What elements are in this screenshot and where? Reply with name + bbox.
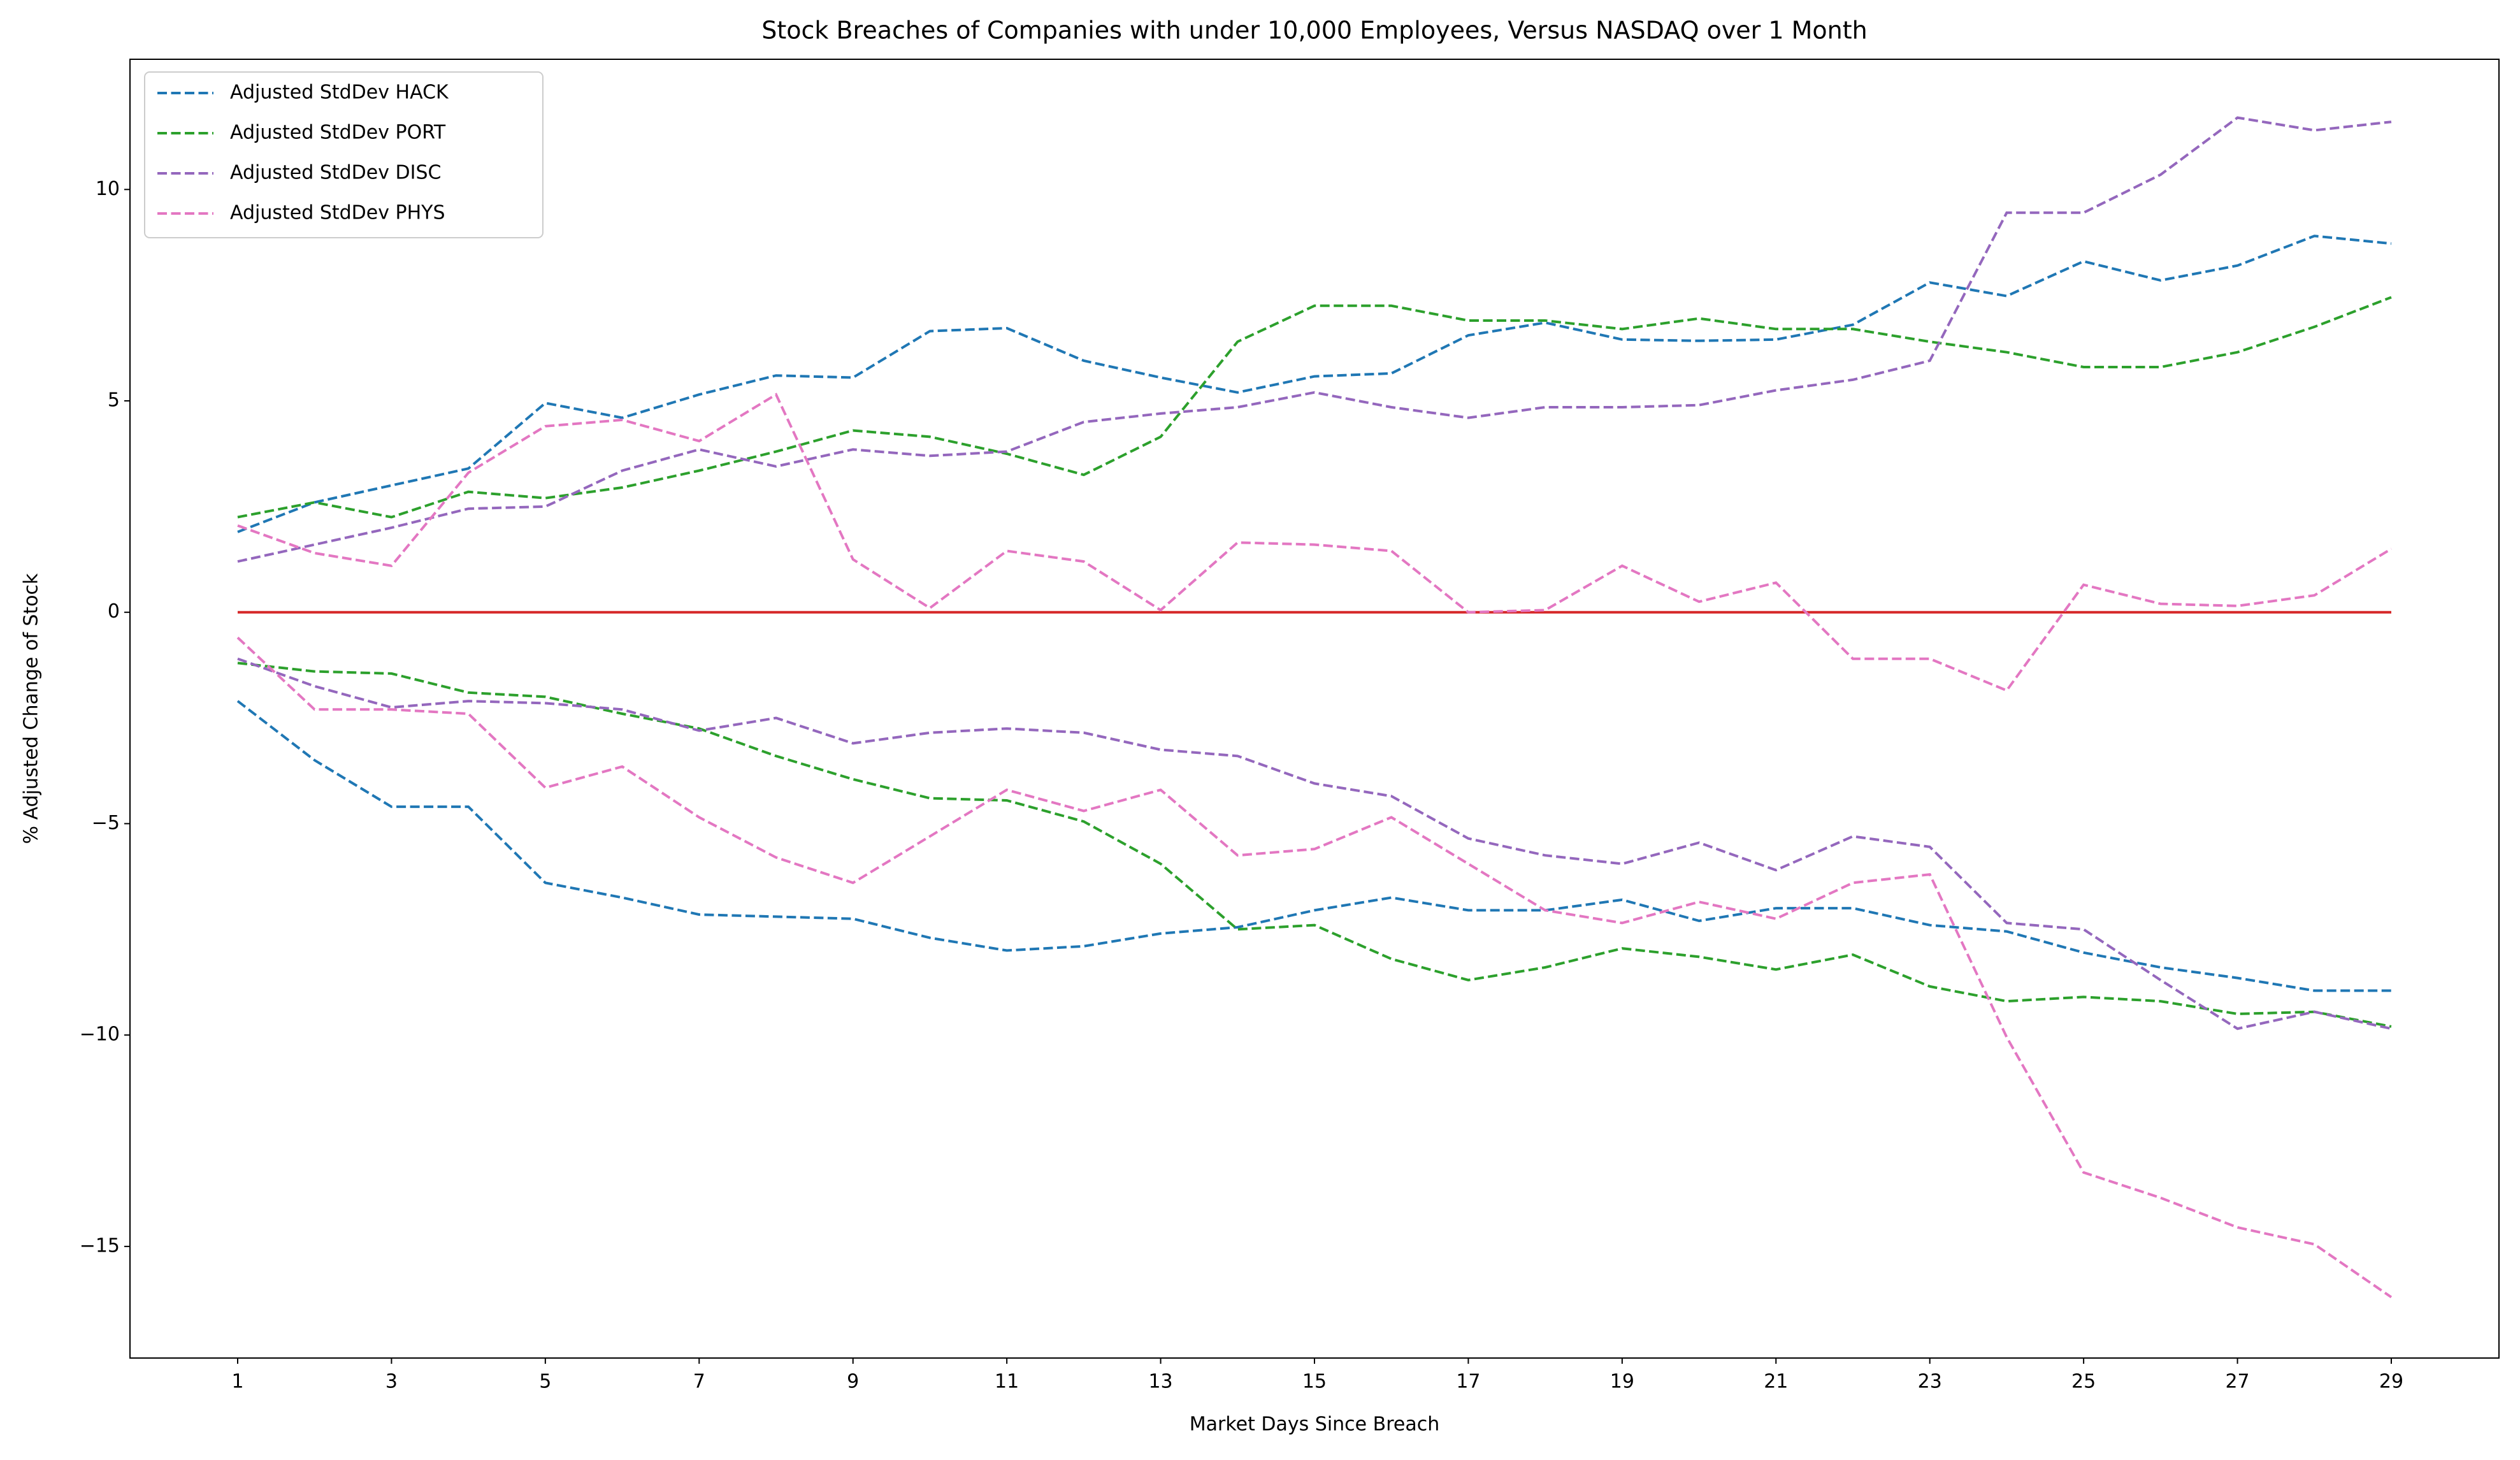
x-tick-label: 7: [693, 1371, 705, 1393]
x-tick-label: 27: [2225, 1371, 2249, 1393]
series-line: [237, 661, 2392, 1028]
y-axis-label: % Adjusted Change of Stock: [20, 573, 43, 844]
x-tick-label: 25: [2071, 1371, 2096, 1393]
y-tick-label: 5: [108, 389, 120, 412]
y-tick-label: −5: [92, 812, 120, 834]
series-line: [237, 116, 2392, 563]
series-line: [237, 393, 2393, 692]
x-tick-label: 17: [1456, 1371, 1480, 1393]
x-tick-label: 13: [1148, 1371, 1172, 1393]
plot-frame: [129, 59, 2500, 1359]
series-line: [237, 296, 2392, 519]
x-tick-label: 15: [1302, 1371, 1327, 1393]
x-tick-label: 23: [1918, 1371, 1942, 1393]
x-tick-label: 3: [385, 1371, 398, 1393]
y-tick-label: −10: [80, 1023, 120, 1046]
x-tick-label: 21: [1764, 1371, 1788, 1393]
y-tick-label: 10: [96, 178, 120, 200]
legend-box: [144, 71, 544, 238]
y-tick-label: 0: [108, 600, 120, 623]
x-tick-label: 1: [231, 1371, 243, 1393]
series-line: [237, 235, 2392, 533]
series-line: [237, 657, 2392, 1030]
x-tick-label: 5: [539, 1371, 551, 1393]
x-axis-label: Market Days Since Breach: [1190, 1413, 1440, 1436]
y-tick-label: −15: [80, 1234, 120, 1257]
series-line: [236, 637, 2393, 1299]
legend-label: Adjusted StdDev PORT: [230, 122, 446, 144]
legend-label: Adjusted StdDev PHYS: [230, 202, 445, 224]
legend-label: Adjusted StdDev DISC: [230, 162, 441, 184]
x-tick-label: 11: [995, 1371, 1019, 1393]
series-line: [236, 700, 2391, 992]
chart-title: Stock Breaches of Companies with under 1…: [761, 17, 1868, 45]
x-tick-label: 29: [2379, 1371, 2403, 1393]
x-tick-label: 19: [1610, 1371, 1634, 1393]
x-tick-label: 9: [847, 1371, 859, 1393]
legend-label: Adjusted StdDev HACK: [230, 82, 449, 104]
